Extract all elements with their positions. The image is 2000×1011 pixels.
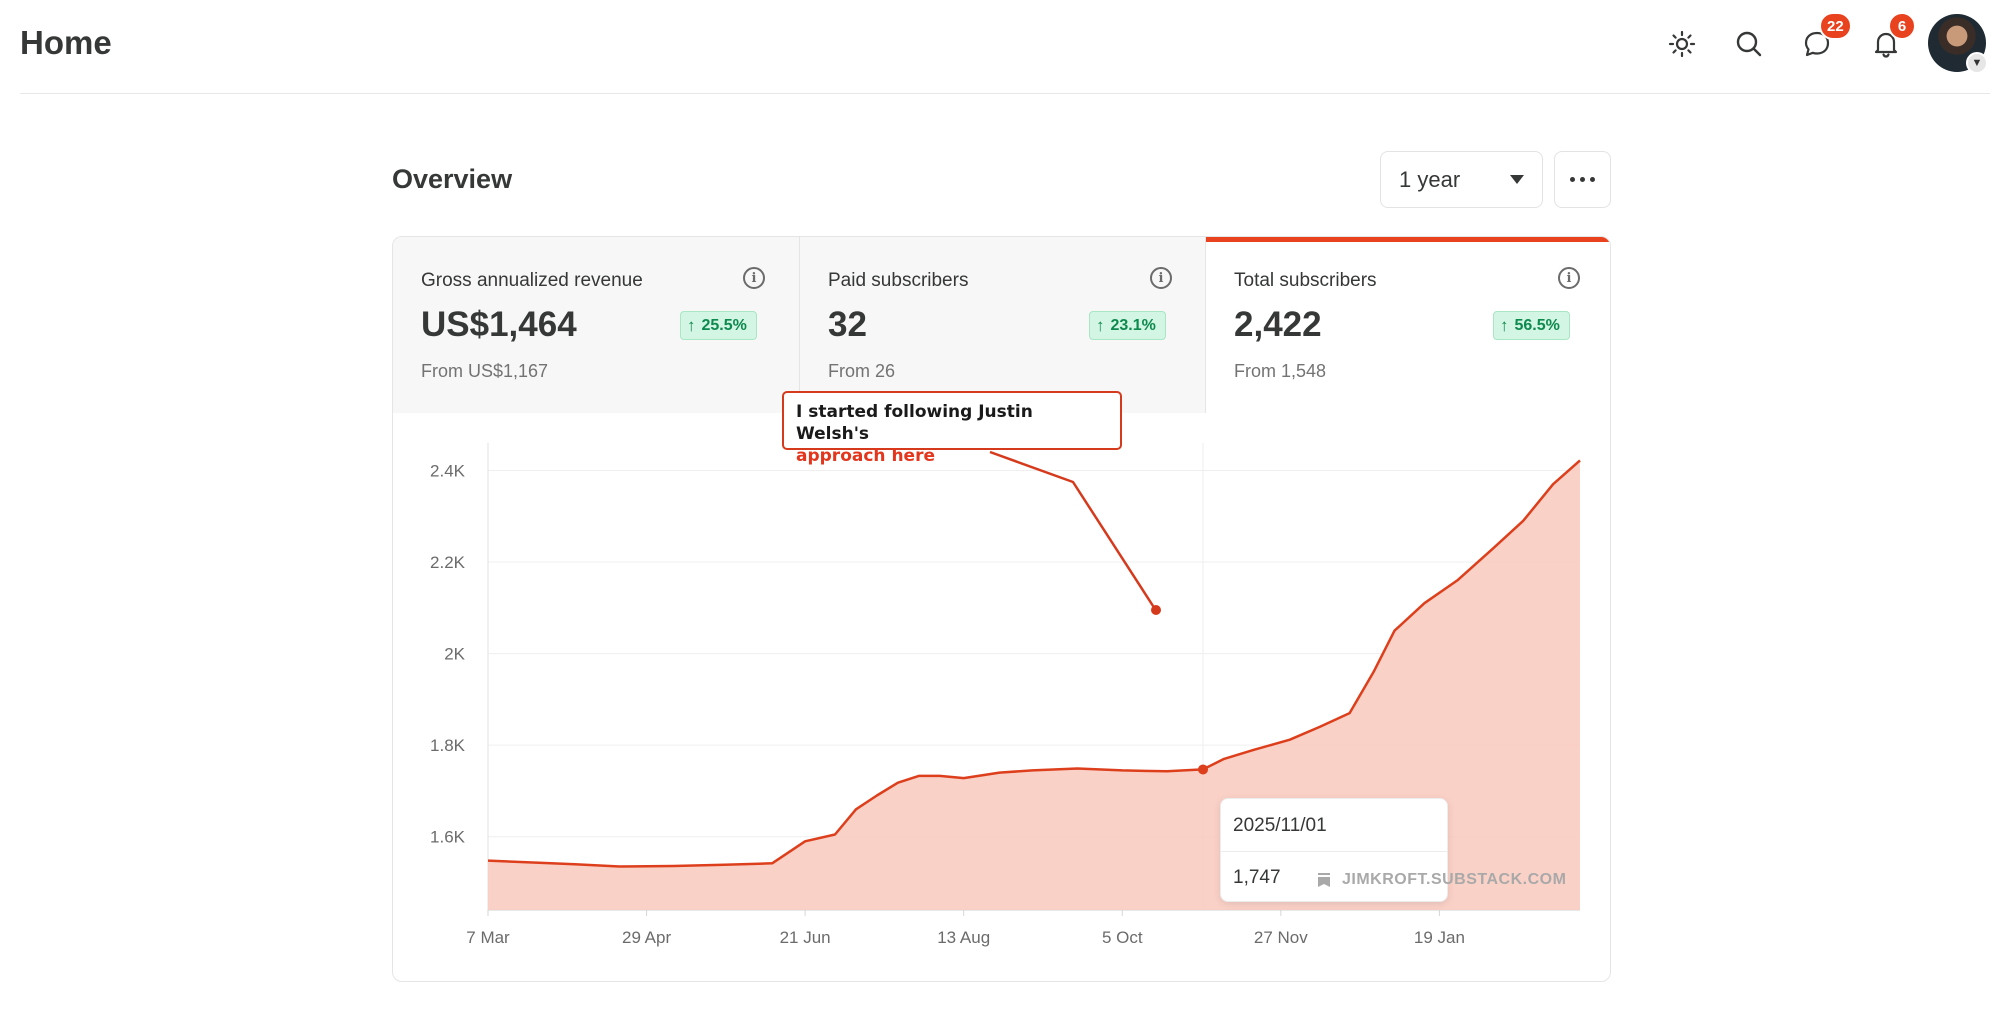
chart-tooltip: 2025/11/01 1,747 [1220, 798, 1448, 902]
more-dot-icon [1590, 177, 1595, 182]
stat-tab-revenue[interactable]: Gross annualized revenue i US$1,464 ↑ 25.… [393, 237, 799, 413]
tooltip-divider [1221, 851, 1447, 852]
header-divider [20, 93, 1990, 94]
period-select-value: 1 year [1399, 166, 1461, 192]
stat-value: US$1,464 [421, 305, 577, 344]
arrow-up-icon: ↑ [1500, 315, 1509, 335]
annotation-line-2: approach here [796, 446, 935, 466]
stat-label: Gross annualized revenue [421, 270, 643, 291]
chat-button[interactable]: 22 [1795, 12, 1852, 66]
sun-icon [1668, 30, 1696, 58]
stat-from: From 1,548 [1234, 361, 1327, 381]
info-icon[interactable]: i [1558, 267, 1580, 289]
watermark: JIMKROFT.SUBSTACK.COM [1318, 871, 1566, 889]
arrow-up-icon: ↑ [687, 315, 696, 335]
arrow-up-icon: ↑ [1096, 315, 1105, 335]
info-icon[interactable]: i [743, 267, 765, 289]
bell-icon [1874, 32, 1898, 58]
stat-from: From US$1,167 [421, 361, 549, 381]
top-bar: Home 22 6 ▼ [0, 0, 2000, 95]
notifications-badge: 6 [1888, 12, 1916, 40]
stat-tab-paid-subscribers[interactable]: Paid subscribers i 32 ↑ 23.1% From 26 [799, 237, 1205, 413]
info-icon[interactable]: i [1150, 267, 1172, 289]
more-dot-icon [1580, 177, 1585, 182]
stat-label: Paid subscribers [828, 270, 969, 291]
chat-badge: 22 [1819, 12, 1852, 40]
chat-icon [1804, 31, 1830, 57]
delta-badge: ↑ 23.1% [1089, 311, 1166, 340]
delta-badge: ↑ 25.5% [680, 311, 757, 340]
stat-value: 2,422 [1234, 305, 1322, 344]
search-button[interactable] [1727, 22, 1771, 66]
overview-title: Overview [392, 164, 513, 194]
more-options-button[interactable] [1554, 151, 1611, 208]
stat-value: 32 [828, 305, 867, 344]
theme-toggle-button[interactable] [1660, 22, 1704, 66]
delta-value: 23.1% [1110, 316, 1156, 334]
delta-value: 25.5% [701, 316, 747, 334]
notifications-button[interactable]: 6 [1864, 12, 1916, 66]
delta-badge: ↑ 56.5% [1493, 311, 1570, 340]
watermark-text: JIMKROFT.SUBSTACK.COM [1342, 871, 1567, 888]
stat-tab-total-subscribers[interactable]: Total subscribers i 2,422 ↑ 56.5% From 1,… [1205, 237, 1610, 413]
annotation-callout: I started following Justin Welsh's appro… [782, 391, 1122, 466]
tooltip-date: 2025/11/01 [1233, 815, 1327, 836]
stat-label: Total subscribers [1234, 270, 1377, 291]
caret-down-icon [1510, 175, 1524, 184]
more-dot-icon [1570, 177, 1575, 182]
bookmark-icon [1318, 873, 1330, 887]
chevron-down-icon[interactable]: ▼ [1966, 52, 1988, 74]
page-title: Home [20, 24, 112, 61]
delta-value: 56.5% [1514, 316, 1560, 334]
stat-from: From 26 [828, 361, 896, 381]
stats-row: Gross annualized revenue i US$1,464 ↑ 25.… [393, 237, 1610, 413]
period-select[interactable]: 1 year [1380, 151, 1543, 208]
annotation-line-1: I started following Justin Welsh's [796, 402, 1033, 444]
search-icon [1736, 31, 1762, 57]
tooltip-value: 1,747 [1233, 867, 1281, 888]
